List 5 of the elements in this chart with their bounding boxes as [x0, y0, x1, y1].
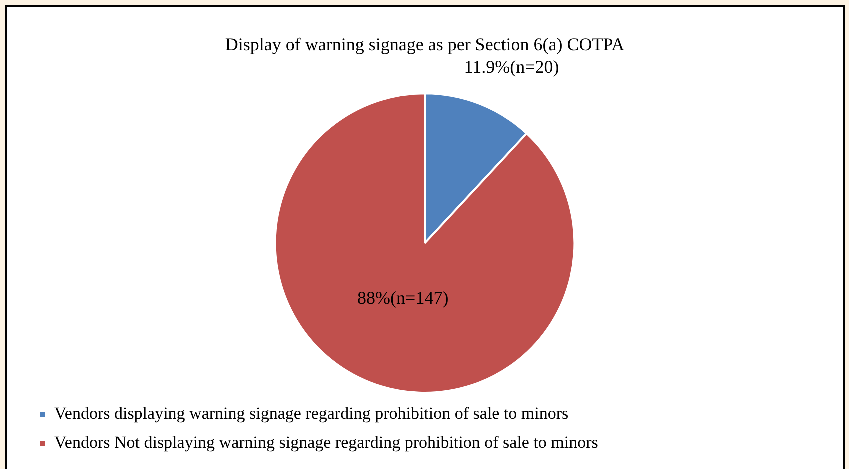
data-label: 88%(n=147) — [358, 288, 449, 308]
chart-title: Display of warning signage as per Section 6(a) COTPA — [225, 34, 625, 55]
data-label: 11.9%(n=20) — [464, 57, 560, 78]
legend-label: Vendors displaying warning signage regarding prohibition of sale to minors — [54, 404, 569, 423]
legend-label: Vendors Not displaying warning signage regarding prohibition of sale to minors — [54, 432, 598, 452]
